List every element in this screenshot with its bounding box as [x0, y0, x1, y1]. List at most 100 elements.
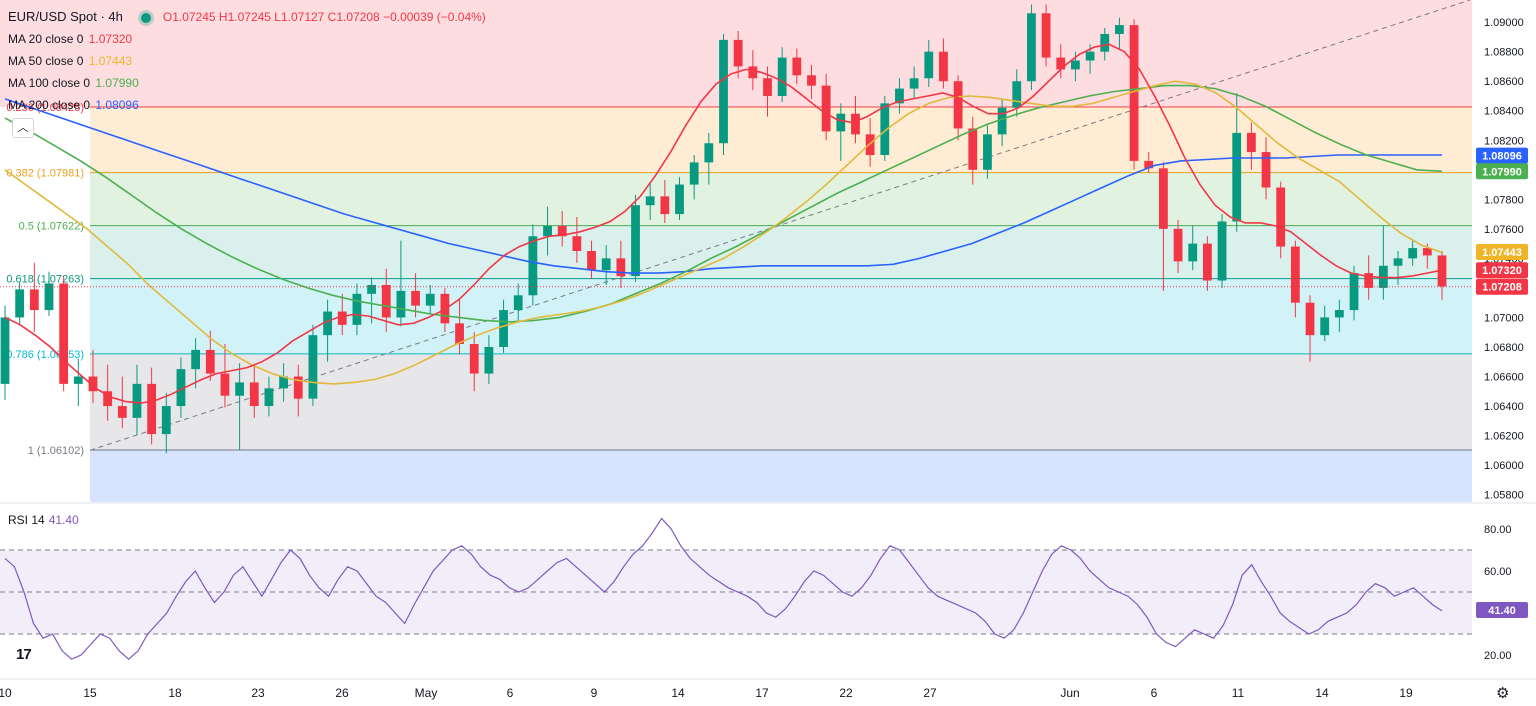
time-tick-label: Jun	[1060, 686, 1079, 700]
fib-zone	[90, 225, 1472, 279]
chevron-up-icon[interactable]: ︿	[12, 118, 34, 138]
symbol-row: EUR/USD Spot · 4h O1.07245 H1.07245 L1.07…	[8, 6, 486, 28]
candle	[1334, 310, 1344, 318]
time-tick-label: 19	[1399, 686, 1413, 700]
candle	[924, 51, 934, 79]
price-tick-label: 1.05800	[1484, 490, 1524, 502]
gear-icon[interactable]: ⚙	[1496, 685, 1510, 702]
price-label-text: 1.07443	[1482, 247, 1522, 259]
candle	[1232, 132, 1242, 222]
candle	[88, 376, 98, 392]
candle	[777, 57, 787, 96]
price-tick-label: 1.08800	[1484, 47, 1524, 59]
time-tick-label: 6	[507, 686, 514, 700]
candle	[323, 311, 332, 336]
rsi-tick-label: 20.00	[1484, 650, 1512, 662]
candle	[161, 406, 171, 435]
candle	[381, 284, 391, 318]
candle	[44, 283, 54, 311]
candle	[191, 349, 201, 370]
price-tick-label: 1.07600	[1484, 224, 1524, 236]
price-label-tag	[1476, 278, 1528, 295]
candle	[279, 376, 289, 389]
candle	[455, 323, 464, 345]
candle	[1115, 25, 1124, 34]
price-label-tag	[1476, 147, 1528, 164]
price-tick-label: 1.06400	[1484, 401, 1524, 413]
candle	[1012, 81, 1022, 108]
candle	[660, 196, 670, 215]
candle	[983, 134, 992, 170]
ma50-line	[4, 80, 1443, 385]
candle	[704, 143, 714, 163]
price-label-text: 1.08096	[1482, 151, 1522, 163]
candle	[689, 162, 699, 185]
ma50-legend[interactable]: MA 50 close 0 1.07443	[8, 50, 486, 72]
time-tick-label: 11	[1232, 686, 1245, 700]
candle	[631, 205, 640, 277]
candle	[15, 289, 25, 318]
price-tick-label: 1.06600	[1484, 372, 1524, 384]
rsi-tick-label: 60.00	[1484, 566, 1512, 578]
candle	[792, 57, 802, 76]
candle	[264, 388, 274, 407]
symbol-title[interactable]: EUR/USD Spot · 4h	[8, 9, 123, 24]
ma200-legend[interactable]: MA 200 close 0 1.08096	[8, 94, 486, 116]
candle	[1158, 168, 1168, 229]
candle	[1290, 246, 1300, 303]
fib-level-label: 0.618 (1.07263)	[6, 274, 84, 286]
fib-zone-extension	[90, 450, 1472, 502]
candle	[821, 85, 831, 132]
ma50-label: MA 50 close 0	[8, 54, 84, 68]
candle	[1202, 243, 1212, 281]
candle	[557, 225, 567, 237]
candle	[1173, 228, 1183, 262]
time-tick-label: 18	[168, 686, 182, 700]
ma200-label: MA 200 close 0	[8, 98, 91, 112]
fib-level-label: 0.786 (1.06753)	[6, 349, 84, 361]
candle	[29, 289, 39, 311]
candle	[484, 346, 494, 374]
candle	[1364, 273, 1374, 288]
candle	[176, 369, 186, 407]
ma20-value: 1.07320	[88, 32, 133, 46]
candle	[601, 258, 611, 271]
time-tick-label: 17	[755, 686, 769, 700]
candle	[1041, 13, 1051, 58]
price-label-tag	[1476, 244, 1528, 261]
ma20-legend[interactable]: MA 20 close 0 1.07320	[8, 28, 486, 50]
candle	[953, 81, 963, 129]
ma20-label: MA 20 close 0	[8, 32, 84, 46]
candle	[293, 376, 303, 399]
rsi-legend[interactable]: RSI 14 41.40	[8, 513, 79, 527]
candle	[645, 196, 655, 206]
price-tick-label: 1.08400	[1484, 106, 1524, 118]
candle	[1027, 13, 1036, 82]
price-axis-bg	[1472, 0, 1536, 706]
fib-level-label: 0.382 (1.07981)	[6, 168, 84, 180]
candle	[0, 317, 10, 384]
candle	[73, 376, 83, 384]
price-tick-label: 1.07800	[1484, 194, 1524, 206]
tradingview-logo-icon[interactable]: 17	[16, 646, 32, 663]
candle	[1349, 273, 1359, 311]
fib-level-label: 0.236 (1.08425)	[6, 102, 84, 114]
candle	[1422, 248, 1432, 256]
candle	[513, 295, 523, 311]
ma100-legend[interactable]: MA 100 close 0 1.07990	[8, 72, 486, 94]
candle	[572, 236, 582, 251]
time-tick-label: 26	[335, 686, 349, 700]
candle	[616, 258, 626, 277]
time-tick-label: 6	[1151, 686, 1158, 700]
time-tick-label: 10	[0, 686, 12, 700]
candle	[1129, 25, 1139, 161]
candle	[968, 128, 978, 170]
rsi-value: 41.40	[48, 513, 79, 527]
rsi-tick-label: 80.00	[1484, 524, 1512, 536]
price-label-text: 1.07990	[1482, 166, 1522, 178]
candle	[939, 51, 948, 82]
candle	[132, 383, 142, 418]
candle	[733, 39, 743, 67]
candle	[1305, 302, 1315, 336]
